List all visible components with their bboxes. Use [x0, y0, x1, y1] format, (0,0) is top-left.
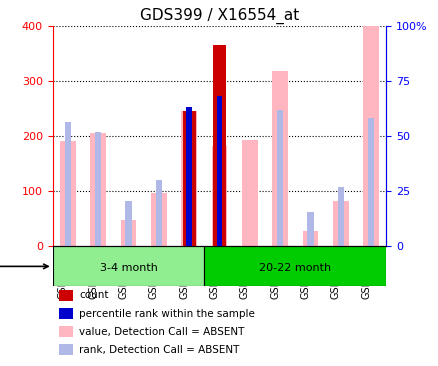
Text: 3-4 month: 3-4 month: [99, 264, 157, 273]
Bar: [64, 122, 71, 246]
Text: 20-22 month: 20-22 month: [259, 264, 331, 273]
Bar: [59, 344, 73, 355]
Bar: [120, 220, 136, 246]
Title: GDS399 / X16554_at: GDS399 / X16554_at: [140, 8, 298, 24]
Text: age: age: [0, 261, 48, 271]
Bar: [332, 201, 348, 246]
Bar: [216, 96, 222, 246]
Bar: [216, 96, 222, 246]
Text: value, Detection Call = ABSENT: value, Detection Call = ABSENT: [79, 326, 244, 337]
Bar: [181, 111, 197, 246]
Bar: [272, 71, 287, 246]
Bar: [125, 201, 131, 246]
Bar: [367, 118, 374, 246]
Bar: [211, 146, 227, 246]
Bar: [241, 141, 257, 246]
Text: rank, Detection Call = ABSENT: rank, Detection Call = ABSENT: [79, 345, 239, 355]
Bar: [186, 107, 192, 246]
Bar: [212, 45, 226, 246]
Bar: [60, 142, 76, 246]
Bar: [59, 308, 73, 319]
Bar: [302, 231, 318, 246]
Bar: [59, 326, 73, 337]
Bar: [59, 290, 73, 301]
Bar: [151, 193, 166, 246]
Bar: [337, 187, 343, 246]
FancyBboxPatch shape: [53, 246, 204, 287]
Bar: [182, 111, 195, 246]
FancyBboxPatch shape: [204, 246, 385, 287]
Bar: [276, 110, 283, 246]
Bar: [155, 180, 162, 246]
Text: count: count: [79, 291, 109, 300]
Bar: [90, 133, 106, 246]
Bar: [362, 26, 378, 246]
Text: percentile rank within the sample: percentile rank within the sample: [79, 309, 254, 318]
Bar: [307, 212, 313, 246]
Bar: [95, 132, 101, 246]
